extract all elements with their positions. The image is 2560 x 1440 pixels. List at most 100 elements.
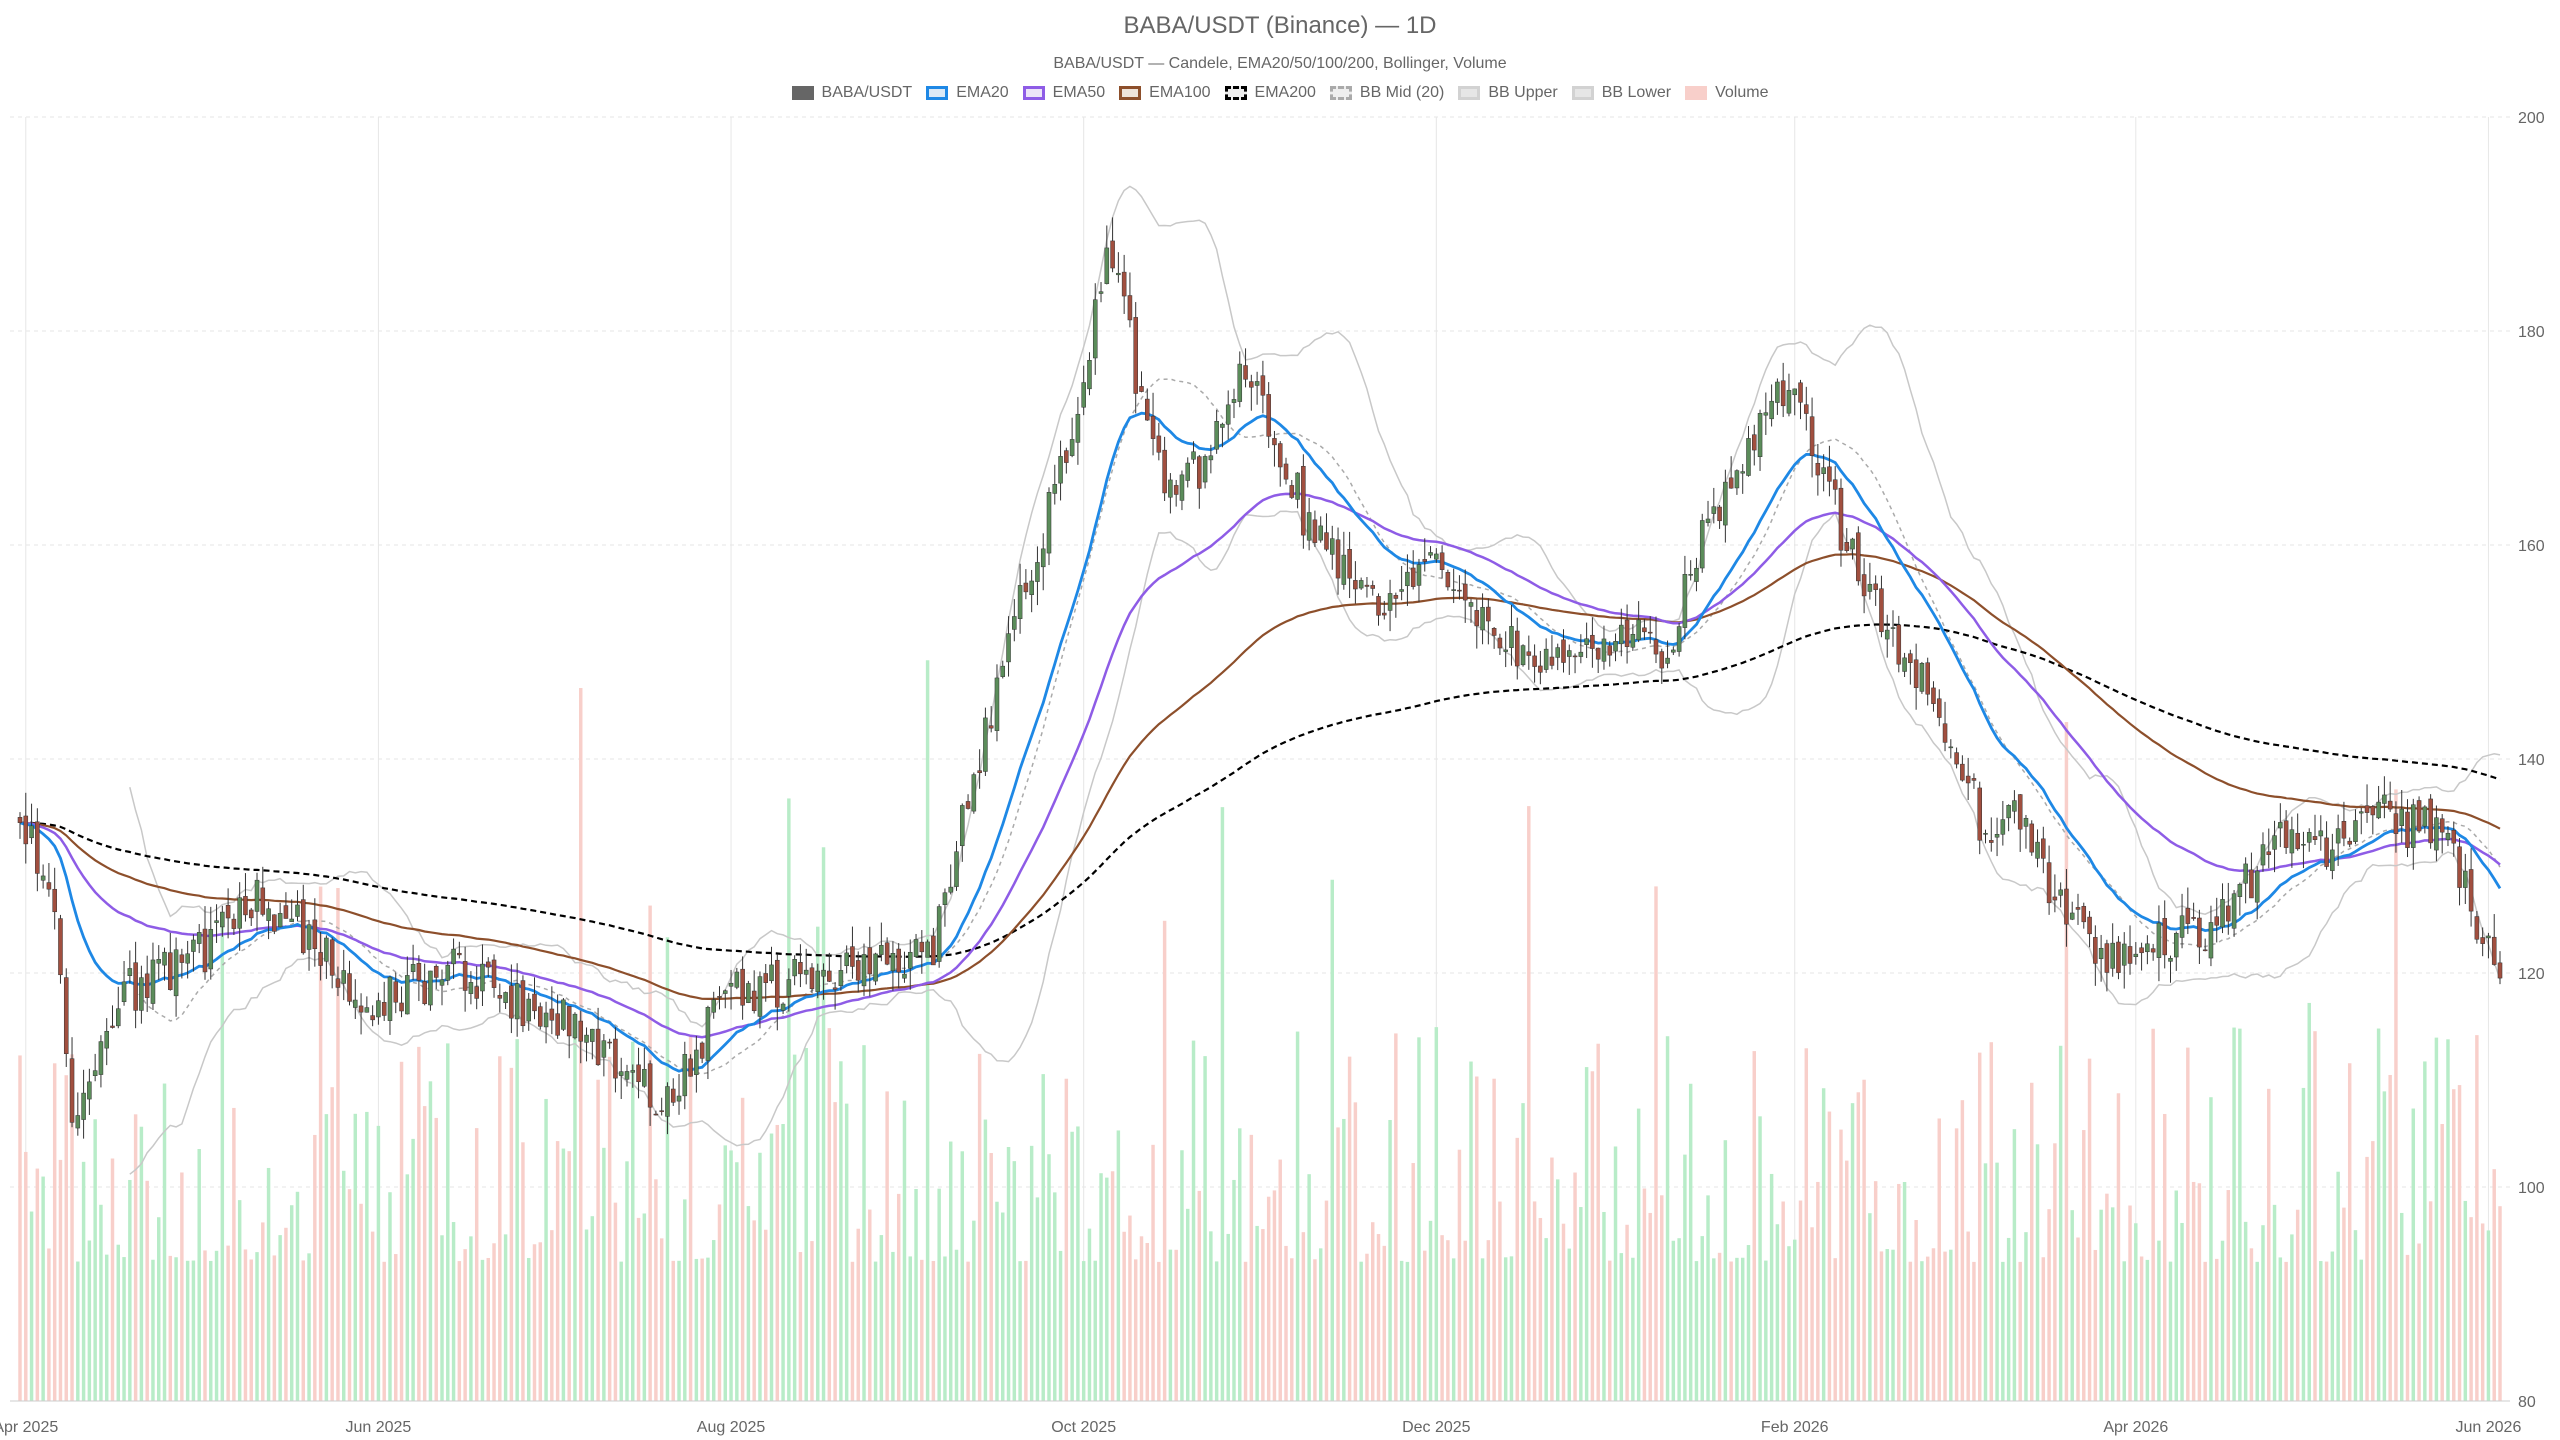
volume-bar — [1873, 1181, 1878, 1401]
candle — [1370, 580, 1375, 596]
volume-bar — [590, 1216, 595, 1401]
volume-bar — [2001, 1261, 2005, 1401]
candle — [318, 931, 323, 981]
volume-bar — [1105, 1177, 1109, 1401]
candle — [439, 969, 445, 1006]
candle-body — [254, 879, 260, 912]
candle-body — [237, 897, 242, 929]
candle-body — [451, 948, 456, 965]
candle — [2208, 905, 2214, 967]
candle-body — [1393, 595, 1399, 599]
candle-body — [942, 892, 948, 905]
candle — [2093, 925, 2098, 986]
candle-body — [769, 964, 774, 982]
volume-bar — [567, 1151, 571, 1401]
candle-body — [1416, 564, 1422, 586]
candle — [1584, 622, 1589, 659]
candle-body — [1029, 580, 1034, 595]
candle-body — [861, 954, 867, 987]
candle — [1977, 781, 1982, 855]
volume-bar — [879, 1235, 884, 1401]
legend-item-volume[interactable]: Volume — [1685, 84, 1768, 102]
candle — [1035, 546, 1040, 606]
candle — [1185, 457, 1191, 488]
candle — [699, 1041, 705, 1064]
candle-body — [35, 821, 40, 874]
candle-body — [1243, 365, 1248, 380]
candle — [1809, 397, 1815, 478]
candle-body — [231, 918, 237, 929]
y-tick-label: 140 — [2518, 752, 2545, 769]
candle-body — [1989, 840, 1994, 843]
legend-item-baba-usdt[interactable]: BABA/USDT — [791, 84, 912, 102]
candle — [29, 803, 34, 844]
candle — [1595, 647, 1601, 674]
candle-body — [543, 1012, 549, 1028]
candle-body — [1035, 562, 1040, 582]
candle — [110, 1005, 115, 1029]
volume-bar — [451, 1222, 456, 1401]
legend-item-ema20[interactable]: EMA20 — [926, 84, 1009, 102]
candle-body — [1578, 651, 1584, 657]
candle-body — [2041, 838, 2046, 859]
candle-body — [1613, 641, 1618, 652]
ema20-line — [19, 411, 2502, 1073]
volume-bar — [1122, 1231, 1126, 1401]
candle-body — [364, 1007, 370, 1013]
candle-body — [717, 996, 722, 998]
volume-bar — [2428, 1201, 2433, 1401]
candle-body — [2468, 869, 2474, 912]
candle — [659, 1097, 664, 1116]
candle — [156, 945, 162, 981]
candle-body — [306, 924, 312, 950]
candle — [1006, 616, 1011, 677]
legend-item-bb-upper[interactable]: BB Upper — [1458, 84, 1558, 102]
legend-item-ema100[interactable]: EMA100 — [1119, 84, 1211, 102]
candle — [428, 970, 433, 1011]
candle-body — [1861, 574, 1867, 597]
candle-body — [960, 805, 965, 846]
volume-bar — [1856, 1092, 1861, 1401]
candle — [1150, 392, 1156, 456]
candle — [2370, 805, 2376, 835]
legend-label: EMA100 — [1149, 84, 1211, 101]
volume-bar — [237, 1200, 242, 1401]
legend-swatch — [1685, 86, 1708, 100]
volume-bar — [735, 1162, 739, 1401]
legend-item-ema200[interactable]: EMA200 — [1224, 84, 1316, 102]
candle-body — [1364, 584, 1370, 587]
volume-bar — [480, 1259, 485, 1401]
candle — [1561, 629, 1566, 673]
candle-body — [1960, 763, 1965, 781]
candle-body — [1006, 633, 1011, 663]
candle-body — [1757, 413, 1763, 457]
volume-bar — [654, 1179, 658, 1401]
candle — [451, 938, 456, 979]
candle-body — [2231, 893, 2237, 929]
candle-body — [601, 1040, 607, 1058]
legend-item-ema50[interactable]: EMA50 — [1022, 84, 1105, 102]
candle — [514, 963, 520, 1037]
candle — [1277, 441, 1283, 487]
volume-bar — [671, 1260, 675, 1401]
legend-item-bb-mid-20[interactable]: BB Mid (20) — [1329, 84, 1444, 102]
volume-bar — [1688, 1083, 1693, 1401]
volume-bar — [2440, 1124, 2444, 1401]
candle-body — [1272, 438, 1277, 446]
legend-label: BB Upper — [1488, 84, 1558, 101]
volume-bar — [1307, 1174, 1311, 1401]
volume-bar — [249, 1259, 253, 1401]
candle-body — [711, 999, 716, 1013]
volume-bar — [960, 1151, 965, 1401]
candle-body — [2017, 794, 2023, 830]
candle-body — [763, 973, 769, 983]
volume-bar — [2371, 1141, 2375, 1401]
candle — [1821, 454, 1826, 492]
legend-item-bb-lower[interactable]: BB Lower — [1571, 84, 1671, 102]
candle — [1474, 599, 1480, 649]
candle — [2283, 810, 2289, 854]
volume-bar — [2486, 1230, 2491, 1401]
volume-bar — [168, 1255, 173, 1401]
volume-bar — [2498, 1206, 2502, 1401]
candle — [445, 960, 451, 986]
